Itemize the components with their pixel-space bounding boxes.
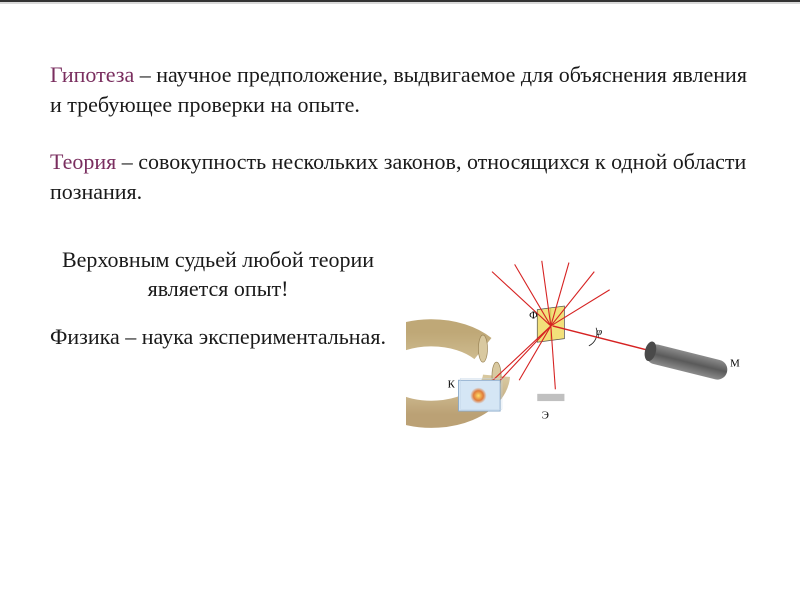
definition-theory: Теория – совокупность нескольких законов…	[50, 147, 750, 206]
particle-gun-icon	[643, 340, 730, 381]
slide-content: Гипотеза – научное предположение, выдвиг…	[0, 0, 800, 465]
label-phi: φ	[596, 326, 602, 338]
rutherford-diagram: Ф φ К Э М	[406, 235, 750, 435]
label-e: Э	[542, 409, 549, 421]
quote-line-2: Физика – наука экспериментальная.	[50, 322, 386, 352]
body-theory: – совокупность нескольких законов, относ…	[50, 149, 746, 204]
slide-top-border-accent	[0, 2, 800, 4]
label-k: К	[448, 378, 456, 390]
label-m: М	[730, 357, 740, 369]
label-phi-cap: Ф	[529, 309, 538, 321]
term-theory: Теория	[50, 149, 116, 174]
incoming-beam-icon	[553, 326, 653, 351]
lower-row: Верховным судьей любой теории является о…	[50, 235, 750, 435]
quote-block: Верховным судьей любой теории является о…	[50, 235, 386, 352]
stand-icon	[537, 394, 564, 401]
definition-hypothesis: Гипотеза – научное предположение, выдвиг…	[50, 60, 750, 119]
body-hypothesis: – научное предположение, выдвигаемое для…	[50, 62, 747, 117]
term-hypothesis: Гипотеза	[50, 62, 134, 87]
detector-box-icon	[459, 378, 502, 411]
quote-line-1: Верховным судьей любой теории является о…	[50, 245, 386, 304]
